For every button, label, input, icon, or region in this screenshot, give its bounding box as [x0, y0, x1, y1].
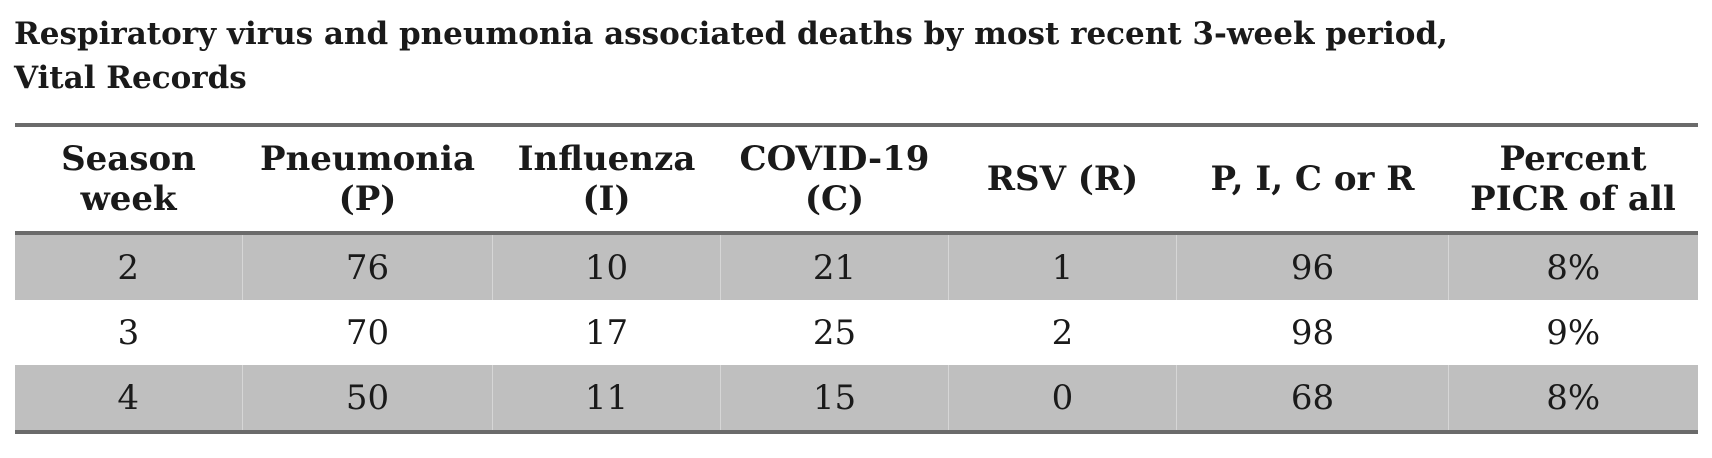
header-season-week: Season week — [61, 139, 196, 219]
cell-rsv: 1 — [948, 233, 1177, 300]
data-table-container: Season week Pneumonia (P) Influenza (I) … — [14, 123, 1698, 434]
header-influenza: Influenza (I) — [517, 139, 696, 219]
cell-covid19: 21 — [720, 233, 949, 300]
table-title-line-1: Respiratory virus and pneumonia associat… — [14, 16, 1448, 52]
cell-percent-picr: 9% — [1448, 300, 1698, 365]
cell-picr-total: 96 — [1176, 233, 1449, 300]
cell-pneumonia: 70 — [242, 300, 493, 365]
cell-rsv: 0 — [948, 365, 1177, 432]
table-title-line-2: Vital Records — [14, 60, 247, 96]
table-row: 3 70 17 25 2 98 9% — [14, 300, 1698, 365]
header-picr-total: P, I, C or R — [1210, 159, 1415, 199]
cell-rsv: 2 — [948, 300, 1177, 365]
cell-influenza: 17 — [492, 300, 721, 365]
cell-pneumonia: 76 — [242, 233, 493, 300]
cell-picr-total: 68 — [1176, 365, 1449, 432]
cell-covid19: 25 — [720, 300, 949, 365]
header-rsv: RSV (R) — [986, 159, 1139, 199]
cell-influenza: 11 — [492, 365, 721, 432]
cell-pneumonia: 50 — [242, 365, 493, 432]
header-covid19: COVID-19 (C) — [739, 139, 930, 219]
table-row: 4 50 11 15 0 68 8% — [14, 365, 1698, 432]
cell-percent-picr: 8% — [1448, 365, 1698, 432]
cell-influenza: 10 — [492, 233, 721, 300]
deaths-table: Season week Pneumonia (P) Influenza (I) … — [14, 123, 1698, 434]
table-header-row: Season week Pneumonia (P) Influenza (I) … — [14, 125, 1698, 233]
cell-covid19: 15 — [720, 365, 949, 432]
header-pneumonia: Pneumonia (P) — [260, 139, 475, 219]
cell-picr-total: 98 — [1176, 300, 1449, 365]
cell-percent-picr: 8% — [1448, 233, 1698, 300]
cell-season-week: 3 — [14, 300, 243, 365]
header-percent-picr: Percent PICR of all — [1470, 139, 1676, 219]
cell-season-week: 2 — [14, 233, 243, 300]
cell-season-week: 4 — [14, 365, 243, 432]
table-row: 2 76 10 21 1 96 8% — [14, 233, 1698, 300]
table-title: Respiratory virus and pneumonia associat… — [14, 12, 1694, 100]
